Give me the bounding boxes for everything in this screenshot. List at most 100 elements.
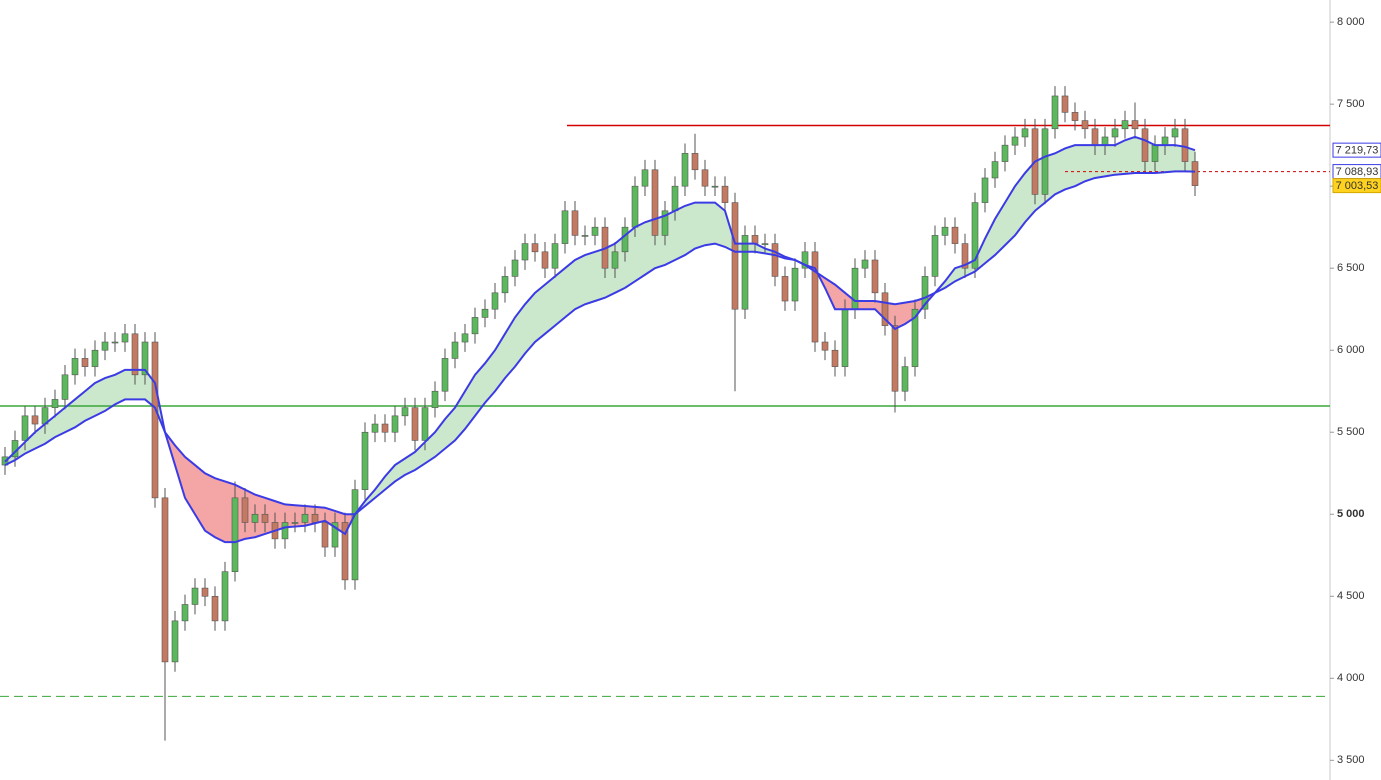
- candle-body: [471, 317, 479, 335]
- candle-body: [1081, 120, 1089, 130]
- candle-body: [241, 497, 249, 523]
- candle-body: [1041, 128, 1049, 195]
- candle-body: [631, 185, 639, 228]
- candle-body: [901, 366, 909, 392]
- candle-body: [411, 407, 419, 441]
- candle-body: [561, 210, 569, 244]
- ma-band: [675, 205, 685, 260]
- candle-body: [621, 226, 629, 253]
- candle-body: [661, 210, 669, 236]
- candle-body: [431, 390, 439, 408]
- candle-body: [381, 423, 389, 433]
- candle-body: [1011, 136, 1019, 146]
- candle-body: [821, 341, 829, 351]
- ma-band: [125, 369, 135, 400]
- ma-band: [1115, 140, 1125, 175]
- candle-body: [571, 210, 579, 236]
- y-tick-label: 5 000: [1337, 508, 1365, 520]
- ma-band: [985, 218, 995, 264]
- candle-body: [641, 169, 649, 187]
- ma-band: [705, 202, 715, 246]
- candle-body: [891, 325, 899, 392]
- candle-body: [481, 308, 489, 318]
- ma-band: [1095, 145, 1105, 178]
- candle-body: [1171, 128, 1179, 138]
- candle-body: [61, 374, 69, 400]
- moving-average-line: [4, 170, 1196, 516]
- candle-body: [91, 349, 99, 367]
- y-tick-label: 8 000: [1337, 16, 1365, 28]
- ma-band: [575, 255, 585, 310]
- candle-body: [351, 489, 359, 581]
- candle-body: [841, 308, 849, 367]
- candle-body: [1141, 128, 1149, 162]
- ma-band: [1125, 136, 1135, 174]
- ma-band: [515, 304, 525, 367]
- candle-body: [671, 185, 679, 212]
- ma-band: [1005, 186, 1015, 246]
- candle-body: [831, 349, 839, 367]
- ma-band: [755, 243, 765, 254]
- y-tick-label: 4 500: [1337, 590, 1365, 602]
- candle-body: [301, 513, 309, 523]
- candle-body: [401, 407, 409, 417]
- candle-body: [151, 341, 159, 499]
- candle-body: [131, 333, 139, 376]
- ma-band: [415, 442, 425, 470]
- candle-body: [761, 243, 769, 245]
- candle-body: [861, 259, 869, 269]
- candle-body: [921, 276, 929, 310]
- last-price-tag: 7 003,53: [1336, 180, 1379, 192]
- candle-body: [1151, 144, 1159, 162]
- y-tick-label: 5 500: [1337, 426, 1365, 438]
- candle-body: [1121, 120, 1129, 130]
- ma-band: [535, 284, 545, 343]
- ma-band: [445, 407, 455, 449]
- ma-band: [525, 292, 535, 354]
- ma-band: [1165, 145, 1175, 173]
- candle-body: [211, 595, 219, 622]
- ma-band: [715, 202, 725, 247]
- candle-body: [541, 251, 549, 269]
- candle-body: [331, 522, 339, 548]
- candle-body: [101, 341, 109, 351]
- candle-body: [81, 358, 89, 367]
- candle-body: [181, 604, 189, 622]
- candle-body: [931, 235, 939, 277]
- candle-body: [941, 226, 949, 236]
- candle-body: [731, 202, 739, 310]
- candle-body: [71, 358, 79, 376]
- ma-band: [255, 494, 265, 538]
- ma-band: [1055, 148, 1065, 195]
- y-tick-label: 4 000: [1337, 672, 1365, 684]
- ma-band: [285, 504, 295, 528]
- candle-body: [441, 358, 449, 392]
- ma-band: [175, 445, 185, 498]
- candle-body: [651, 169, 659, 236]
- ma-band: [1065, 145, 1075, 190]
- last-price-tag-box: [1332, 178, 1381, 194]
- candle-body: [1181, 128, 1189, 162]
- ma-band: [135, 369, 145, 400]
- candle-body: [611, 251, 619, 269]
- candle-body: [851, 267, 859, 310]
- y-tick-label: 7 500: [1337, 98, 1365, 110]
- candle-body: [1111, 128, 1119, 138]
- candle-body: [751, 235, 759, 244]
- candle-body: [801, 251, 809, 269]
- candle-body: [1091, 128, 1099, 146]
- y-tick-label: 3 500: [1337, 754, 1365, 766]
- candle-layer: [1, 86, 1199, 741]
- candle-body: [161, 497, 169, 663]
- candle-body: [951, 226, 959, 244]
- candle-body: [781, 276, 789, 302]
- candle-body: [1101, 136, 1109, 146]
- candle-body: [1161, 136, 1169, 146]
- ma-band: [545, 276, 555, 334]
- ma-price-tag-box: [1332, 142, 1381, 158]
- ma-band: [375, 476, 385, 498]
- candle-body: [201, 587, 209, 597]
- candle-body: [1001, 144, 1009, 162]
- candle-body: [191, 587, 199, 605]
- ma-band: [385, 465, 395, 490]
